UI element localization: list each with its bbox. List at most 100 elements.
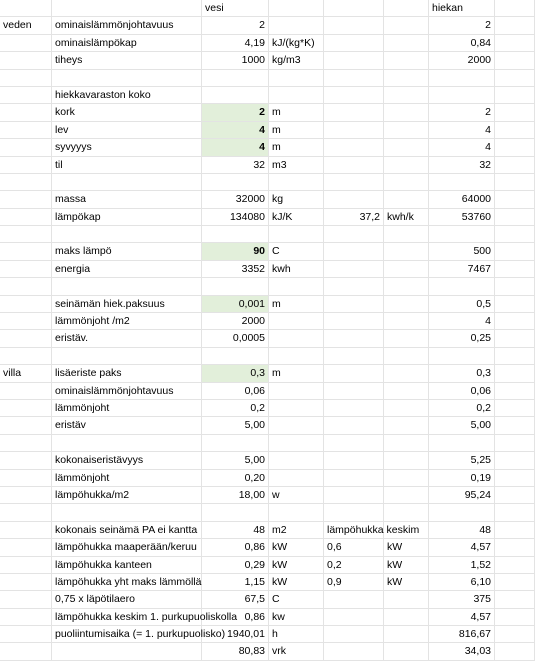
- cell-r3-c6[interactable]: 2000: [429, 52, 495, 70]
- cell-r36-c5[interactable]: [384, 626, 429, 644]
- cell-r15-c6[interactable]: 7467: [429, 260, 495, 279]
- cell-r27-c4[interactable]: [324, 469, 384, 487]
- cell-r3-c2[interactable]: 1000: [202, 52, 269, 70]
- cell-r22-c4[interactable]: [324, 382, 384, 400]
- cell-r22-c3[interactable]: [269, 382, 324, 400]
- cell-r16-c7[interactable]: [495, 278, 535, 296]
- cell-r20-c4[interactable]: [324, 347, 384, 366]
- cell-r0-c4[interactable]: [324, 0, 384, 18]
- cell-r14-c3[interactable]: C: [269, 243, 324, 261]
- cell-r26-c7[interactable]: [495, 452, 535, 470]
- cell-r11-c4[interactable]: [324, 191, 384, 209]
- cell-r0-c6[interactable]: hiekan: [429, 0, 495, 18]
- cell-r4-c6[interactable]: [429, 69, 495, 87]
- cell-r33-c2[interactable]: 1,15: [202, 573, 269, 592]
- cell-r14-c2[interactable]: 90: [202, 243, 269, 261]
- cell-r23-c4[interactable]: [324, 399, 384, 418]
- cell-r0-c3[interactable]: [269, 0, 324, 18]
- cell-r13-c1[interactable]: [52, 226, 202, 244]
- cell-r0-c2[interactable]: vesi: [202, 0, 269, 18]
- cell-r12-c1[interactable]: lämpökap: [52, 208, 202, 227]
- cell-r15-c4[interactable]: [324, 260, 384, 279]
- cell-r14-c5[interactable]: [384, 243, 429, 261]
- cell-r36-c6[interactable]: 816,67: [429, 626, 495, 644]
- cell-r32-c7[interactable]: [495, 556, 535, 574]
- cell-r35-c4[interactable]: [324, 608, 384, 627]
- cell-r30-c4[interactable]: lämpöhukka keskim: [324, 521, 419, 540]
- cell-r8-c7[interactable]: [495, 139, 535, 157]
- cell-r17-c0[interactable]: [0, 295, 52, 314]
- cell-r7-c1[interactable]: lev: [52, 121, 202, 140]
- cell-r28-c2[interactable]: 18,00: [202, 486, 269, 505]
- cell-r32-c6[interactable]: 1,52: [429, 556, 495, 574]
- cell-r10-c0[interactable]: [0, 173, 52, 192]
- cell-r31-c6[interactable]: 4,57: [429, 539, 495, 557]
- cell-r25-c3[interactable]: [269, 434, 324, 453]
- cell-r30-c5[interactable]: [384, 521, 429, 540]
- cell-r9-c3[interactable]: m3: [269, 156, 324, 174]
- cell-r31-c1[interactable]: lämpöhukka maaperään/keruu: [52, 539, 202, 557]
- cell-r8-c3[interactable]: m: [269, 139, 324, 157]
- cell-r37-c5[interactable]: [384, 643, 429, 661]
- cell-r0-c1[interactable]: [52, 0, 202, 18]
- cell-r36-c2[interactable]: 1940,01: [202, 626, 269, 644]
- cell-r10-c3[interactable]: [269, 173, 324, 192]
- cell-r37-c6[interactable]: 34,03: [429, 643, 495, 661]
- cell-r6-c0[interactable]: [0, 104, 52, 122]
- cell-r7-c0[interactable]: [0, 121, 52, 140]
- cell-r19-c0[interactable]: [0, 330, 52, 348]
- cell-r12-c5[interactable]: kwh/k: [384, 208, 429, 227]
- cell-r23-c6[interactable]: 0,2: [429, 399, 495, 418]
- cell-r11-c5[interactable]: [384, 191, 429, 209]
- cell-r4-c4[interactable]: [324, 69, 384, 87]
- cell-r35-c5[interactable]: [384, 608, 429, 627]
- cell-r18-c4[interactable]: [324, 313, 384, 331]
- cell-r2-c7[interactable]: [495, 34, 535, 53]
- cell-r31-c2[interactable]: 0,86: [202, 539, 269, 557]
- cell-r28-c3[interactable]: w: [269, 486, 324, 505]
- cell-r9-c4[interactable]: [324, 156, 384, 174]
- cell-r10-c7[interactable]: [495, 173, 535, 192]
- cell-r5-c0[interactable]: [0, 86, 52, 105]
- cell-r15-c3[interactable]: kwh: [269, 260, 324, 279]
- cell-r18-c3[interactable]: [269, 313, 324, 331]
- cell-r19-c3[interactable]: [269, 330, 324, 348]
- cell-r13-c7[interactable]: [495, 226, 535, 244]
- cell-r34-c2[interactable]: 67,5: [202, 591, 269, 609]
- cell-r34-c4[interactable]: [324, 591, 384, 609]
- cell-r10-c6[interactable]: [429, 173, 495, 192]
- cell-r14-c6[interactable]: 500: [429, 243, 495, 261]
- cell-r33-c0[interactable]: [0, 573, 52, 592]
- cell-r11-c0[interactable]: [0, 191, 52, 209]
- cell-r22-c7[interactable]: [495, 382, 535, 400]
- cell-r33-c7[interactable]: [495, 573, 535, 592]
- cell-r11-c7[interactable]: [495, 191, 535, 209]
- cell-r26-c0[interactable]: [0, 452, 52, 470]
- cell-r8-c5[interactable]: [384, 139, 429, 157]
- cell-r24-c6[interactable]: 5,00: [429, 417, 495, 435]
- cell-r30-c1[interactable]: kokonais seinämä PA ei kantta: [52, 521, 202, 540]
- cell-r28-c0[interactable]: [0, 486, 52, 505]
- cell-r26-c3[interactable]: [269, 452, 324, 470]
- cell-r22-c0[interactable]: [0, 382, 52, 400]
- cell-r16-c5[interactable]: [384, 278, 429, 296]
- cell-r28-c5[interactable]: [384, 486, 429, 505]
- cell-r21-c0[interactable]: villa: [0, 365, 52, 383]
- cell-r1-c4[interactable]: [324, 17, 384, 35]
- cell-r26-c5[interactable]: [384, 452, 429, 470]
- cell-r5-c5[interactable]: [384, 86, 429, 105]
- cell-r21-c7[interactable]: [495, 365, 535, 383]
- cell-r35-c6[interactable]: 4,57: [429, 608, 495, 627]
- cell-r30-c2[interactable]: 48: [202, 521, 269, 540]
- cell-r19-c1[interactable]: eristäv.: [52, 330, 202, 348]
- cell-r15-c2[interactable]: 3352: [202, 260, 269, 279]
- cell-r29-c5[interactable]: [384, 504, 429, 522]
- cell-r34-c3[interactable]: C: [269, 591, 324, 609]
- cell-r3-c0[interactable]: [0, 52, 52, 70]
- cell-r30-c3[interactable]: m2: [269, 521, 324, 540]
- cell-r13-c3[interactable]: [269, 226, 324, 244]
- cell-r7-c4[interactable]: [324, 121, 384, 140]
- cell-r25-c2[interactable]: [202, 434, 269, 453]
- cell-r8-c4[interactable]: [324, 139, 384, 157]
- cell-r13-c5[interactable]: [384, 226, 429, 244]
